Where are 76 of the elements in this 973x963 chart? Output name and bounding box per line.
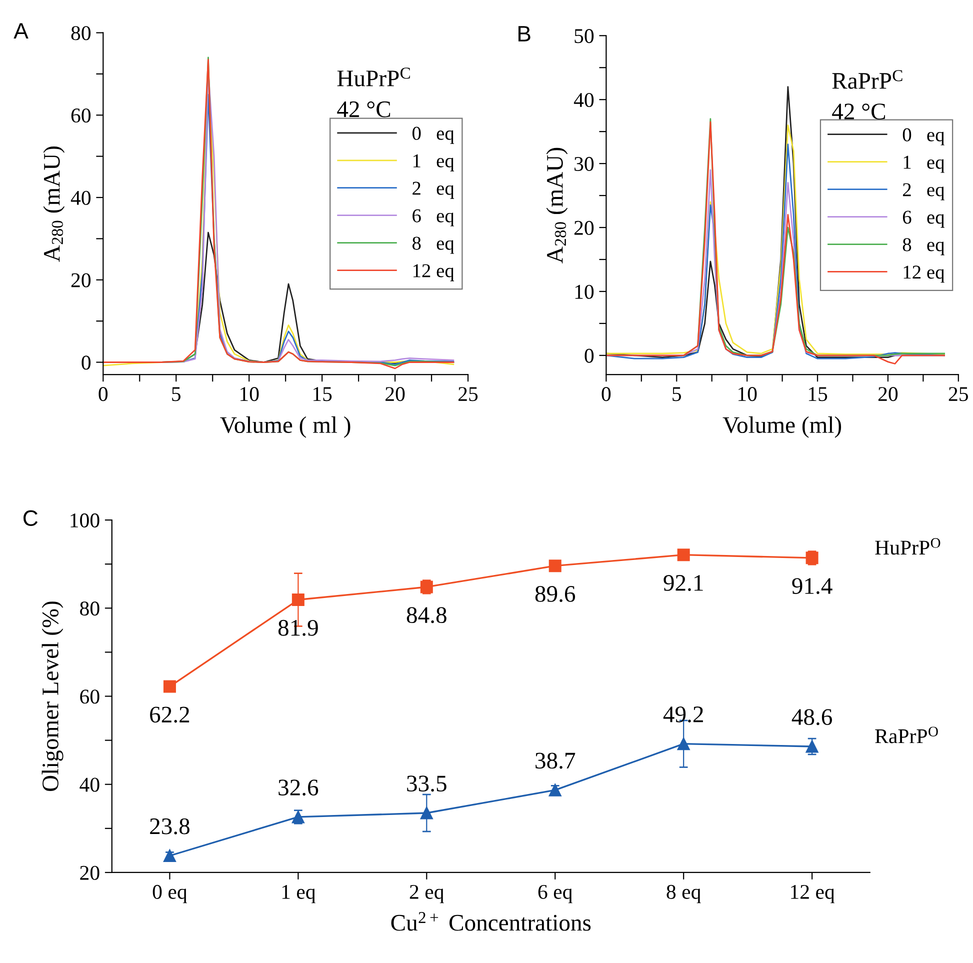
data-label: 23.8 <box>150 818 190 834</box>
x-tick-label: 0 eq <box>152 884 187 904</box>
data-label: 49.2 <box>663 706 703 722</box>
y-tick-label: 30 <box>574 156 594 171</box>
x-tick-label: 1 eq <box>282 884 316 904</box>
data-label: 33.5 <box>407 776 446 792</box>
x-tick-label: 20 <box>878 387 898 402</box>
y-tick-label: 10 <box>575 284 594 299</box>
x-tick-label: 15 <box>808 387 828 402</box>
data-label: 38.7 <box>536 752 576 769</box>
y-tick-label: 60 <box>80 690 100 704</box>
y-axis-title: Oligomer Level (%) <box>42 602 64 791</box>
data-label: 92.1 <box>664 575 703 591</box>
x-tick-label: 15 <box>313 387 332 402</box>
y-tick-label: 40 <box>70 190 91 205</box>
y-tick-label: 100 <box>70 513 100 528</box>
x-tick-label: 6 eq <box>538 884 572 904</box>
annotation: 42 °C <box>832 104 886 120</box>
data-label: 91.4 <box>792 578 832 594</box>
legend-label: 1 eq <box>904 156 944 173</box>
y-axis-title: A$_{280}$ (mAU) <box>546 148 568 264</box>
y-tick-label: 50 <box>574 29 594 44</box>
annotation: RaPrP$^{C}$ <box>832 70 902 89</box>
y-tick-label: 40 <box>80 778 100 792</box>
y-tick-label: 80 <box>80 602 100 616</box>
legend-label: 8 eq <box>902 238 944 256</box>
legend-label: 0 eq <box>902 128 944 146</box>
legend-label: 2 eq <box>412 182 454 199</box>
point <box>420 806 433 820</box>
x-tick-label: 5 <box>172 387 181 402</box>
point <box>677 548 690 562</box>
x-tick-label: 8 eq <box>666 884 701 904</box>
text: A <box>14 23 28 38</box>
text: RaPrP$^{O}$ <box>875 726 938 744</box>
x-tick-label: 20 <box>386 387 405 402</box>
y-tick-label: 60 <box>71 108 91 123</box>
data-label: 62.2 <box>150 706 190 723</box>
legend-label: 8 eq <box>412 236 454 254</box>
x-tick-label: 0 <box>602 387 611 402</box>
y-tick-label: 0 <box>584 348 594 363</box>
y-tick-label: 20 <box>71 273 91 288</box>
legend-label: 0 eq <box>412 126 454 144</box>
y-tick-label: 80 <box>71 26 91 40</box>
x-tick-label: 25 <box>458 387 478 402</box>
x-axis-title: Cu$^{2+}$ Concentrations <box>391 912 591 931</box>
y-tick-label: 40 <box>574 92 594 108</box>
legend-label: 6 eq <box>412 209 454 226</box>
point <box>292 594 304 606</box>
x-tick-label: 5 <box>672 387 682 402</box>
text: C <box>24 510 38 526</box>
legend-label: 12 eq <box>413 264 454 282</box>
data-label: 81.9 <box>278 620 318 636</box>
data-label: 48.6 <box>792 709 832 726</box>
text: HuPrP$^{O}$ <box>875 538 940 555</box>
legend-label: 12 eq <box>904 266 944 283</box>
x-tick-label: 10 <box>240 387 259 402</box>
data-label: 89.6 <box>535 586 576 602</box>
x-tick-label: 10 <box>738 387 757 402</box>
x-tick-label: 25 <box>948 387 968 402</box>
point <box>548 560 562 572</box>
legend-label: 1 eq <box>413 154 454 172</box>
legend-label: 6 eq <box>902 210 944 228</box>
annotation: 42 °C <box>337 101 390 118</box>
x-tick-label: 2 eq <box>410 884 444 904</box>
legend-label: 2 eq <box>902 183 944 200</box>
y-axis-title: A$_{280}$ (mAU) <box>43 146 65 262</box>
y-tick-label: 0 <box>82 356 91 370</box>
data-label: 84.8 <box>406 607 446 624</box>
x-tick-label: 12 eq <box>791 884 835 904</box>
x-axis-title: Volume (ml) <box>722 416 842 438</box>
data-label: 32.6 <box>278 780 318 796</box>
annotation: HuPrP$^{C}$ <box>337 68 410 86</box>
y-tick-label: 20 <box>574 220 594 235</box>
y-tick-label: 20 <box>80 866 100 880</box>
text: B <box>518 26 530 42</box>
x-axis-title: Volume ( ml ) <box>220 416 350 438</box>
